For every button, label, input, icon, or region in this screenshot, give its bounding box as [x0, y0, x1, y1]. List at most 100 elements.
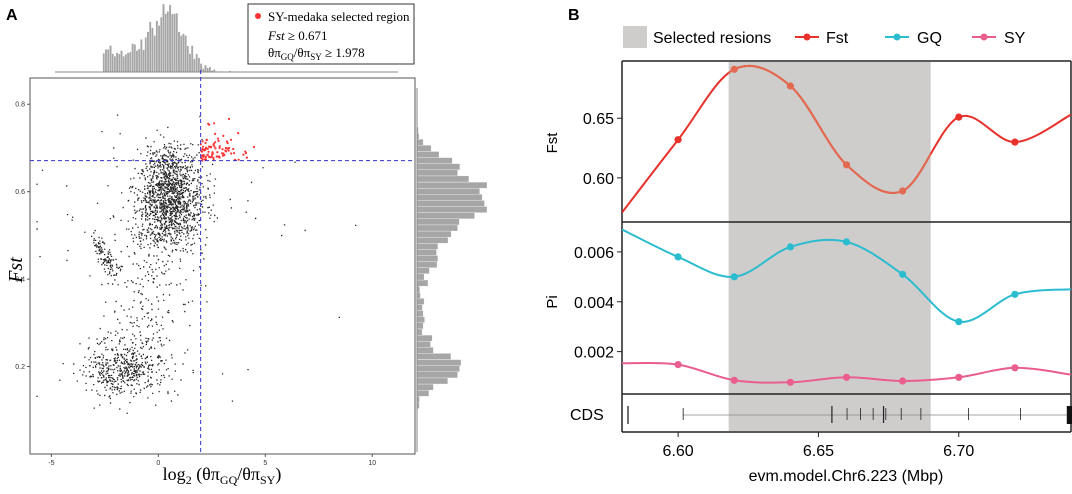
cds-label: CDS — [570, 407, 604, 424]
top-histogram-bar — [195, 53, 198, 73]
selected-point — [226, 142, 229, 145]
top-histogram-bar — [118, 53, 121, 73]
right-histogram-bar — [416, 316, 425, 323]
legend-fst-threshold: Fst ≥ 0.671 — [267, 28, 328, 43]
gq-point — [786, 243, 795, 251]
cds-track — [627, 406, 1072, 424]
gq-point — [1011, 290, 1019, 298]
top-histogram-bar — [184, 35, 187, 73]
selected-point — [212, 156, 215, 160]
right-histogram-bar — [416, 181, 488, 189]
selected-point — [245, 156, 248, 159]
legend-region-swatch — [623, 26, 647, 48]
right-histogram-bar — [416, 200, 485, 207]
selected-point — [216, 151, 219, 154]
top-histogram-bar — [157, 25, 161, 73]
top-histogram-bar — [106, 49, 110, 73]
right-histogram-bar — [416, 328, 423, 336]
right-histogram-bar — [416, 157, 453, 164]
top-histogram-bar — [142, 49, 145, 73]
right-histogram-bar — [416, 206, 488, 213]
selected-point — [214, 132, 217, 135]
right-histogram-bar — [416, 145, 432, 152]
selected-point — [207, 122, 210, 125]
right-histogram-bar — [416, 347, 434, 354]
top-histogram-bar — [155, 20, 159, 73]
top-histogram-bar — [102, 53, 106, 73]
selected-point — [230, 152, 233, 155]
selected-point — [228, 146, 231, 150]
selected-point — [202, 154, 205, 157]
selected-point — [224, 149, 227, 152]
selected-point — [204, 156, 207, 159]
selected-point — [237, 158, 240, 161]
right-histogram-bar — [416, 169, 458, 177]
top-histogram-bar — [104, 49, 108, 73]
x-tick-label-b: 6.60 — [663, 443, 694, 460]
y-tick-label: 0.2 — [15, 364, 25, 371]
svg-text:SY: SY — [1004, 30, 1026, 47]
fst-point — [786, 82, 795, 90]
right-histogram-bar — [416, 310, 424, 317]
right-histogram-bar — [416, 353, 452, 360]
top-histogram-bar — [175, 13, 179, 73]
right-histogram-bar — [416, 359, 462, 366]
pi-axis-label: Pi — [544, 295, 561, 308]
gq-point — [674, 253, 682, 261]
top-histogram-bar — [131, 43, 134, 73]
selected-point — [202, 148, 205, 151]
top-histogram-bar — [206, 67, 209, 73]
right-histogram-bar — [416, 390, 430, 397]
selected-point — [210, 155, 213, 158]
right-histogram-bar — [416, 249, 437, 256]
right-histogram-bar — [416, 279, 429, 287]
top-histogram-bar — [186, 45, 190, 73]
top-histogram-bar — [151, 27, 154, 73]
gq-point — [842, 238, 851, 246]
gq-point — [730, 273, 738, 281]
panel-label-a: A — [6, 7, 18, 24]
top-histogram-bar — [204, 64, 207, 73]
right-histogram-bar — [416, 230, 452, 238]
top-histogram-bar — [173, 13, 176, 73]
top-histogram-bar — [164, 13, 167, 73]
gq-point — [955, 318, 963, 326]
selected-point — [204, 148, 207, 151]
right-histogram-bar — [416, 261, 438, 268]
top-histogram-bar — [162, 3, 165, 73]
selected-point — [218, 146, 221, 150]
top-histogram-bar — [179, 35, 183, 73]
top-histogram-bar — [115, 52, 119, 73]
sy-point — [786, 378, 795, 386]
selected-point — [205, 139, 208, 142]
top-histogram-bar — [166, 11, 170, 73]
right-histogram-bar — [416, 243, 439, 250]
top-histogram-bar — [168, 4, 172, 73]
legend-item-sy: SY — [972, 30, 1026, 47]
selected-point — [229, 138, 233, 141]
selected-point — [218, 155, 221, 158]
right-histogram-bar — [416, 224, 458, 232]
selected-point — [208, 145, 211, 148]
selected-point — [205, 146, 208, 149]
selected-point — [221, 148, 224, 151]
selected-point — [201, 140, 204, 143]
x-tick-label-b: 6.65 — [803, 443, 834, 460]
top-histogram-bar — [120, 50, 123, 73]
sy-point — [899, 377, 907, 385]
right-histogram-bar — [416, 322, 424, 330]
svg-text:GQ: GQ — [917, 30, 942, 47]
top-histogram-bar — [146, 31, 150, 73]
top-histogram-bar — [144, 37, 148, 73]
selected-point — [218, 145, 221, 148]
selected-point — [213, 145, 216, 148]
y-tick-label: 0.4 — [15, 277, 25, 284]
fst-point — [899, 187, 907, 195]
top-histogram-bar — [190, 45, 194, 73]
fst-axis-label: Fst — [544, 132, 561, 154]
selected-point — [222, 134, 225, 137]
fst-point — [1011, 138, 1019, 146]
top-histogram-bar — [148, 21, 152, 73]
fst-series — [622, 64, 1071, 214]
fst-y-tick-label: 0.60 — [583, 171, 614, 188]
